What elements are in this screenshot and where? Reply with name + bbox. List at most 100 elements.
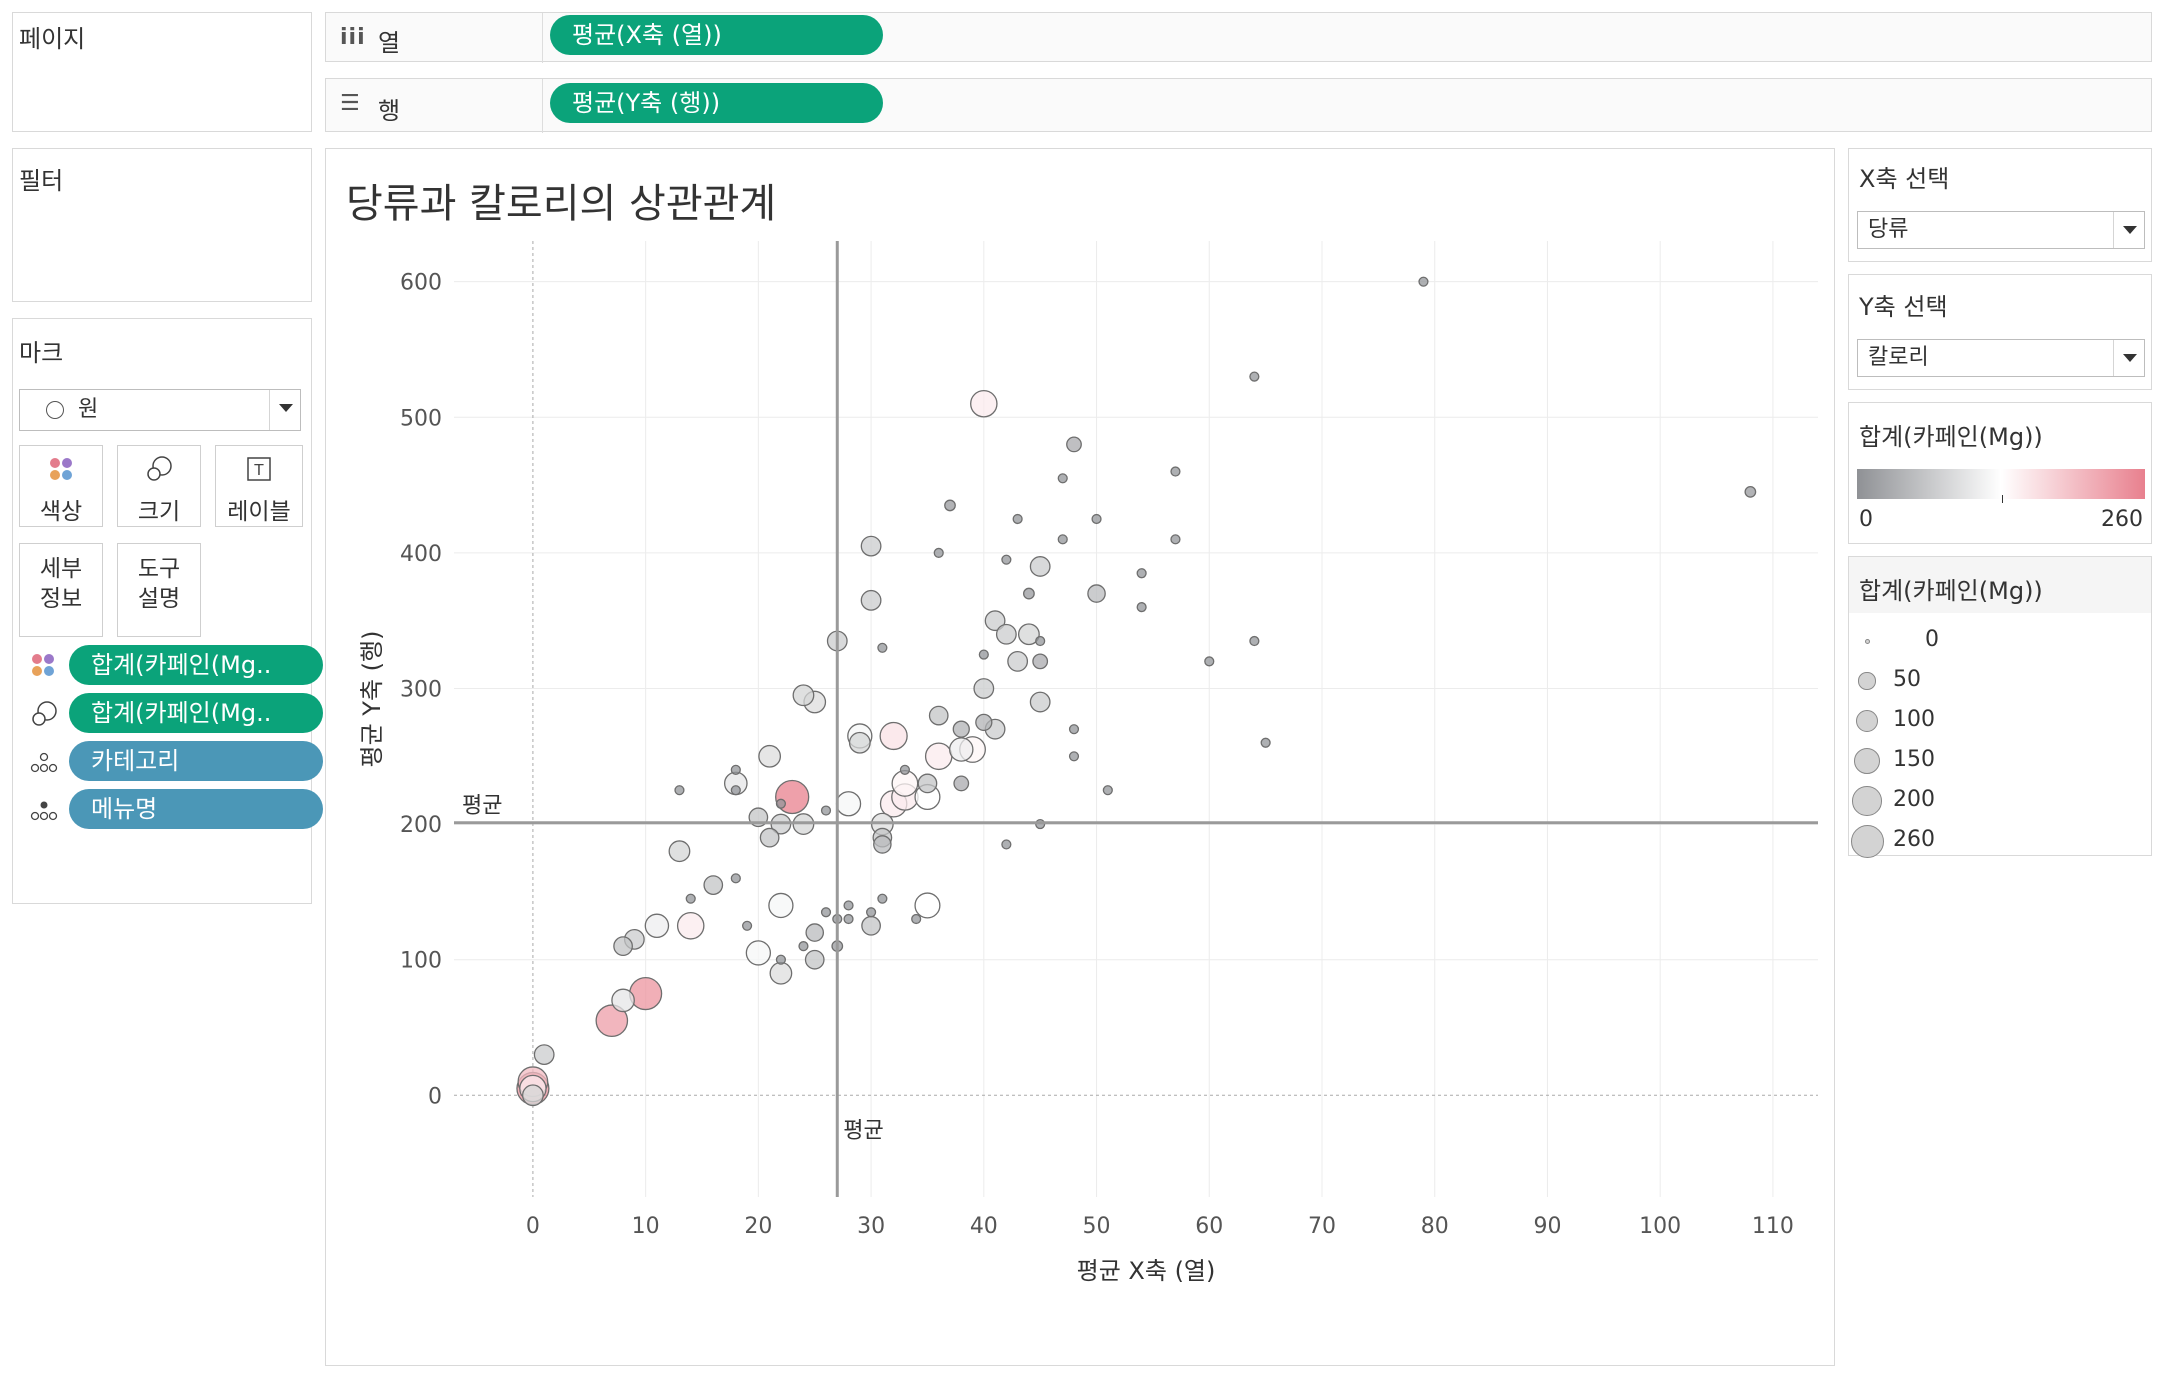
columns-shelf[interactable]: iii 열 평균(X축 (열))	[325, 12, 2152, 63]
data-point[interactable]	[613, 936, 633, 957]
size-legend-item[interactable]: 150	[1849, 743, 2149, 781]
data-point[interactable]	[984, 610, 1006, 632]
data-point[interactable]	[1249, 371, 1260, 382]
data-point[interactable]	[1418, 276, 1429, 287]
data-point[interactable]	[944, 499, 956, 512]
data-point[interactable]	[1012, 513, 1023, 525]
x-axis-dropdown[interactable]: 당류	[1857, 211, 2145, 249]
data-point[interactable]	[1249, 635, 1260, 647]
data-point[interactable]	[877, 642, 888, 653]
mark-type-select[interactable]: 원	[19, 389, 301, 431]
data-point[interactable]	[685, 893, 696, 904]
chevron-down-icon[interactable]	[2113, 340, 2144, 376]
color-pill[interactable]: 합계(카페인(Mg..	[69, 645, 323, 685]
size-button[interactable]: 크기	[117, 445, 201, 527]
data-point[interactable]	[644, 913, 670, 939]
data-point[interactable]	[775, 954, 787, 965]
data-point[interactable]	[1057, 473, 1068, 484]
data-point[interactable]	[1136, 602, 1147, 613]
data-point[interactable]	[914, 892, 941, 919]
rows-pill[interactable]: 평균(Y축 (행))	[550, 83, 883, 123]
data-point[interactable]	[933, 547, 944, 558]
data-point[interactable]	[975, 713, 993, 732]
y-axis-dropdown[interactable]: 칼로리	[1857, 339, 2145, 377]
data-point[interactable]	[668, 840, 691, 863]
category-pill[interactable]: 카테고리	[69, 741, 323, 781]
data-point[interactable]	[1744, 485, 1757, 498]
data-point[interactable]	[674, 785, 685, 796]
data-point[interactable]	[970, 389, 998, 418]
data-point[interactable]	[730, 873, 741, 884]
data-point[interactable]	[1057, 534, 1068, 545]
columns-pill[interactable]: 평균(X축 (열))	[550, 15, 883, 55]
data-point[interactable]	[1068, 751, 1080, 762]
data-point[interactable]	[1102, 785, 1113, 796]
data-point[interactable]	[1068, 724, 1080, 735]
data-point[interactable]	[899, 764, 911, 775]
data-point[interactable]	[805, 923, 825, 942]
size-legend-item[interactable]: 200	[1849, 783, 2149, 821]
data-point[interactable]	[843, 900, 854, 911]
data-point[interactable]	[835, 791, 862, 817]
data-point[interactable]	[521, 1084, 544, 1107]
data-point[interactable]	[1029, 691, 1051, 713]
data-point[interactable]	[843, 913, 854, 925]
data-point[interactable]	[873, 835, 892, 854]
data-point[interactable]	[995, 623, 1017, 645]
chevron-down-icon[interactable]	[2113, 212, 2144, 248]
data-point[interactable]	[860, 535, 882, 557]
detail-button[interactable]: 세부 정보	[19, 543, 103, 637]
data-point[interactable]	[768, 892, 794, 919]
data-point[interactable]	[1170, 534, 1181, 545]
chevron-down-icon[interactable]	[269, 390, 300, 430]
data-point[interactable]	[1032, 653, 1049, 670]
data-point[interactable]	[798, 941, 809, 952]
rows-shelf[interactable]: ☰ 행 평균(Y축 (행))	[325, 78, 2152, 133]
data-point[interactable]	[741, 920, 753, 931]
size-pill[interactable]: 합계(카페인(Mg..	[69, 693, 323, 733]
data-point[interactable]	[759, 827, 780, 848]
data-point[interactable]	[730, 785, 741, 796]
data-point[interactable]	[973, 678, 995, 699]
size-legend-item[interactable]: 50	[1849, 663, 2149, 701]
data-point[interactable]	[775, 798, 787, 809]
filters-shelf[interactable]: 필터	[12, 148, 312, 302]
data-point[interactable]	[758, 744, 782, 768]
data-point[interactable]	[820, 805, 832, 816]
data-point[interactable]	[848, 731, 871, 754]
color-legend[interactable]: 합계(카페인(Mg)) 0 260	[1848, 402, 2152, 544]
data-point[interactable]	[949, 737, 974, 762]
data-point[interactable]	[1204, 656, 1215, 667]
data-point[interactable]	[877, 893, 888, 904]
data-point[interactable]	[730, 764, 741, 775]
pages-shelf[interactable]: 페이지	[12, 12, 312, 132]
data-point[interactable]	[745, 940, 772, 966]
tooltip-button[interactable]: 도구 설명	[117, 543, 201, 637]
data-point[interactable]	[865, 907, 877, 918]
data-point[interactable]	[860, 589, 882, 611]
data-point[interactable]	[911, 913, 922, 925]
data-point[interactable]	[676, 912, 705, 940]
data-point[interactable]	[1017, 623, 1040, 646]
data-point[interactable]	[533, 1044, 555, 1066]
color-button[interactable]: 색상	[19, 445, 103, 527]
data-point[interactable]	[629, 976, 663, 1011]
data-point[interactable]	[1136, 568, 1147, 579]
data-point[interactable]	[804, 949, 825, 970]
data-point[interactable]	[820, 907, 832, 918]
data-point[interactable]	[1007, 650, 1029, 672]
data-point[interactable]	[1066, 436, 1082, 453]
data-point[interactable]	[928, 705, 949, 726]
data-point[interactable]	[1023, 587, 1035, 600]
size-legend[interactable]: 합계(카페인(Mg)) 0 50 100 150 200 260	[1848, 556, 2152, 858]
data-point[interactable]	[917, 773, 938, 794]
data-point[interactable]	[861, 915, 881, 936]
data-point[interactable]	[611, 988, 635, 1013]
data-point[interactable]	[978, 649, 989, 660]
data-point[interactable]	[879, 721, 908, 751]
data-point[interactable]	[792, 684, 815, 707]
data-point[interactable]	[1091, 513, 1102, 525]
size-legend-item[interactable]: 260	[1849, 823, 2149, 861]
size-legend-item[interactable]: 100	[1849, 703, 2149, 741]
data-point[interactable]	[595, 1004, 629, 1038]
